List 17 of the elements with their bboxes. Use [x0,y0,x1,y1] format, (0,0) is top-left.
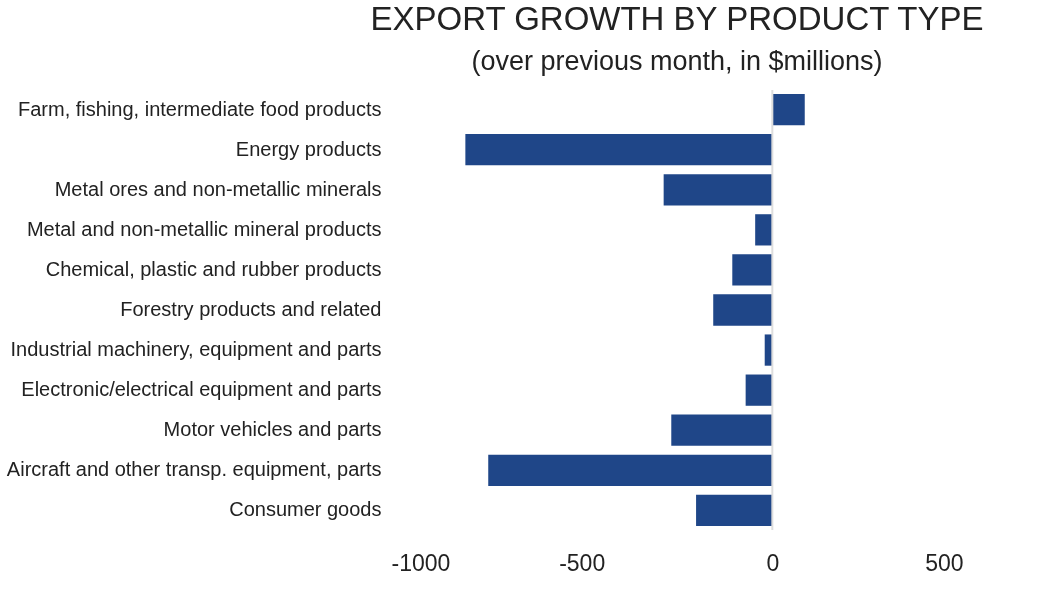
chart-subtitle: (over previous month, in $millions) [471,46,883,76]
y-tick-label: Energy products [235,137,382,160]
y-tick-label: Metal and non-metallic mineral products [26,217,382,240]
y-tick-label: Forestry products and related [120,298,382,320]
x-tick-label: -1000 [391,549,451,576]
y-tick-label: Farm, fishing, intermediate food products [17,97,382,120]
x-tick-label: 500 [925,549,964,576]
y-tick-label: Industrial machinery, equipment and parts [10,338,382,361]
x-tick-label: -500 [559,549,606,576]
chart-title: EXPORT GROWTH BY PRODUCT TYPE [370,0,984,37]
y-tick-label: Motor vehicles and parts [163,418,382,441]
y-tick-label: Aircraft and other transp. equipment, parts [6,458,382,481]
x-tick-label: 0 [766,549,780,576]
y-tick-label: Metal ores and non-metallic minerals [54,177,382,200]
y-tick-label: Chemical, plastic and rubber products [45,257,382,280]
y-tick-label: Consumer goods [229,498,382,521]
y-tick-label: Electronic/electrical equipment and parts [21,378,382,401]
